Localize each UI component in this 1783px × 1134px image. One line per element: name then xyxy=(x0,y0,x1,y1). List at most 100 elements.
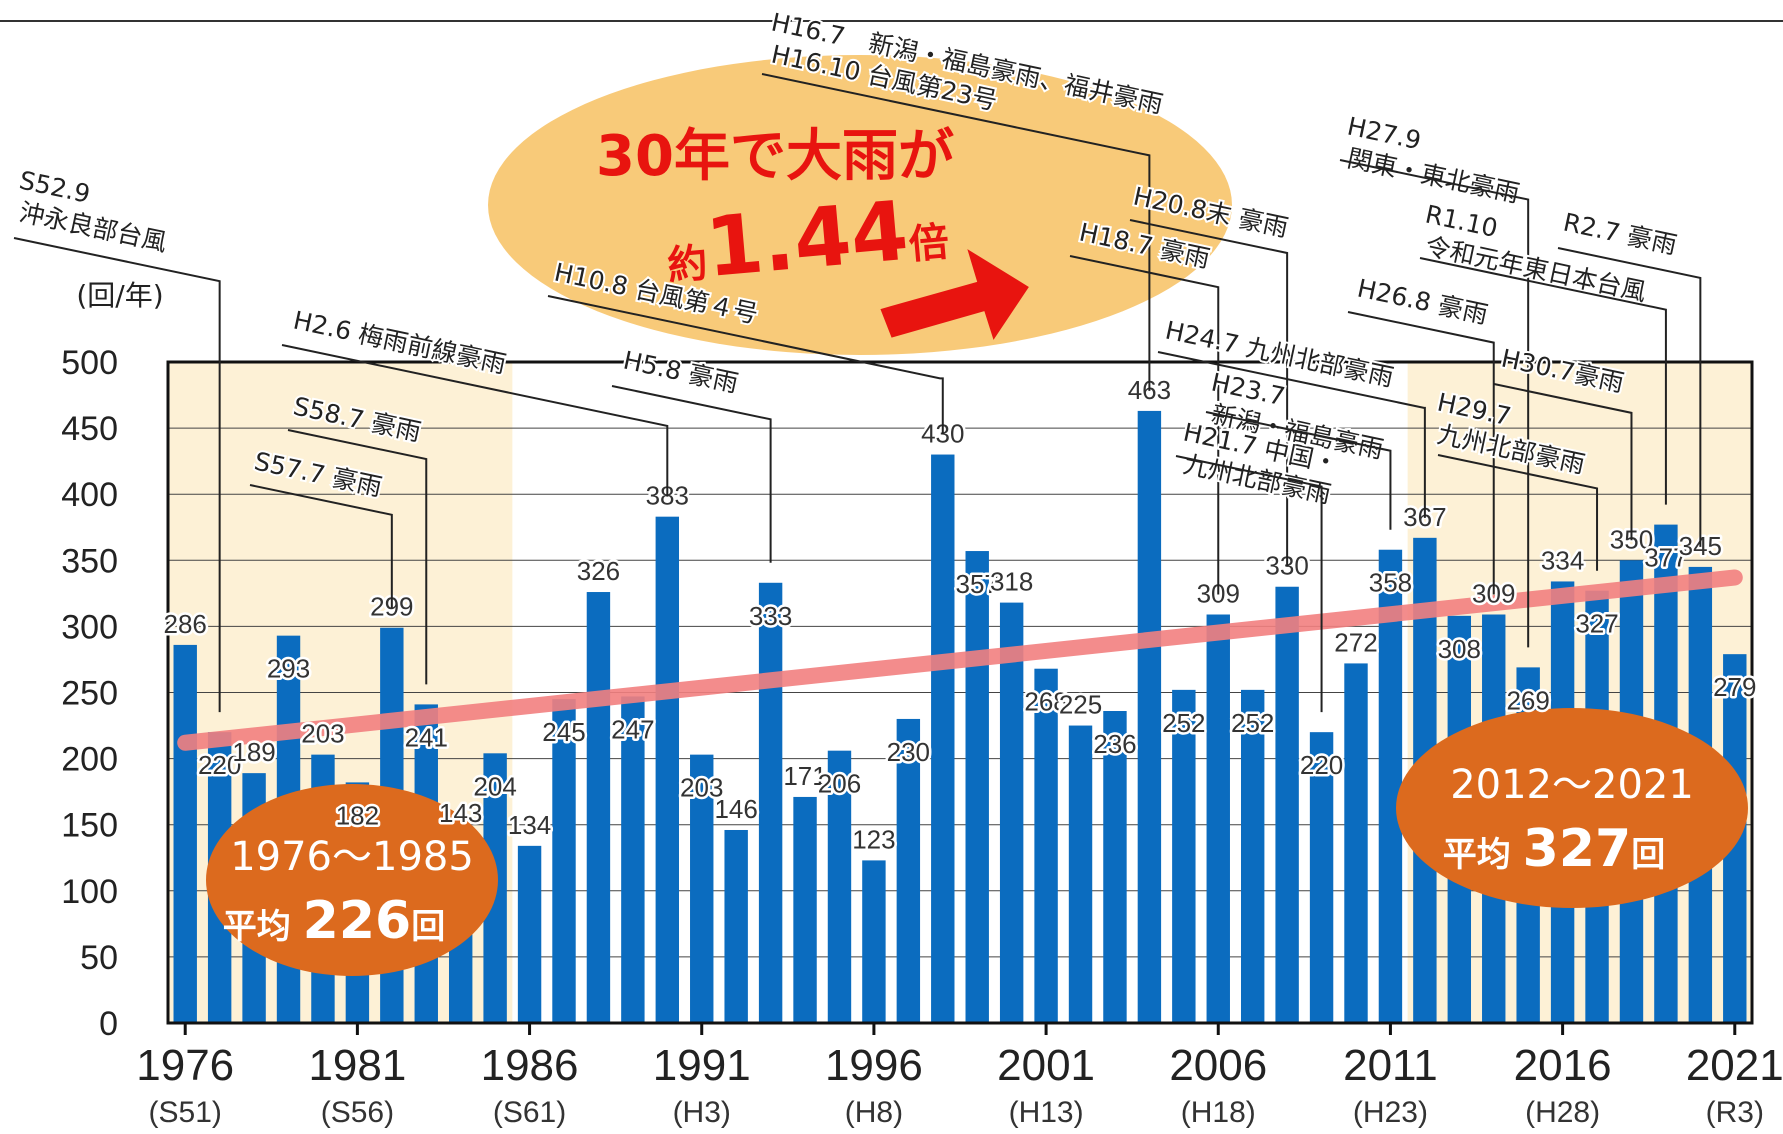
value-label-1999: 357 xyxy=(956,569,999,599)
bar-1988 xyxy=(586,592,611,1023)
event-leader-line xyxy=(1175,455,1323,713)
event-leader-line xyxy=(1437,454,1599,571)
bar-1986 xyxy=(517,845,542,1023)
value-label-1989: 247 xyxy=(611,714,654,744)
bar-1995 xyxy=(827,750,852,1023)
trend-line xyxy=(177,569,1743,751)
bar-1997 xyxy=(896,718,921,1023)
bar-2010 xyxy=(1344,663,1368,1023)
event-leader-line xyxy=(249,484,393,608)
x-tick-era-label: (H28) xyxy=(1525,1096,1600,1129)
average-bubble-2: 2012～2021 平均 327回 xyxy=(1396,708,1748,908)
value-label-2020: 345 xyxy=(1679,531,1722,561)
x-tick-era-label: (S51) xyxy=(149,1096,222,1129)
bar-2000 xyxy=(999,602,1024,1023)
average-period: 1976～1985 xyxy=(230,834,474,880)
x-tick-era-label: (R3) xyxy=(1706,1096,1764,1129)
x-tick-era-label: (H18) xyxy=(1181,1096,1256,1129)
bar-1990 xyxy=(655,516,680,1023)
value-label-1992: 146 xyxy=(714,794,757,824)
y-tick-label: 200 xyxy=(61,741,118,779)
bar-2005 xyxy=(1172,689,1196,1023)
x-tick-label: 2011 xyxy=(1343,1041,1438,1090)
x-tick-era-label: (H23) xyxy=(1353,1096,1428,1129)
event-leader-line xyxy=(547,295,944,435)
event-annotation: H21.7 中国・九州北部豪雨 xyxy=(1175,416,1343,713)
value-label-2002: 225 xyxy=(1059,690,1102,720)
x-tick-label: 1976 xyxy=(136,1041,234,1090)
bar-2002 xyxy=(1068,725,1093,1023)
value-label-2009: 220 xyxy=(1300,750,1343,780)
y-tick-label: 350 xyxy=(61,542,118,580)
value-label-1988: 326 xyxy=(577,556,620,586)
headline-ratio: 約1.44倍 xyxy=(662,180,952,299)
bar-1992 xyxy=(724,829,748,1023)
x-tick-label: 1986 xyxy=(481,1041,579,1090)
y-tick-label: 300 xyxy=(61,608,118,646)
average-bubble-shape xyxy=(1396,708,1748,908)
value-label-2000: 318 xyxy=(990,567,1033,597)
event-leader-line xyxy=(761,73,1151,391)
average-unit: 回 xyxy=(411,907,445,947)
x-tick-era-label: (H13) xyxy=(1009,1096,1084,1129)
x-tick-label: 2001 xyxy=(997,1041,1095,1090)
x-tick-label: 1981 xyxy=(308,1041,406,1090)
bar-1993 xyxy=(758,582,783,1023)
average-label: 平均 xyxy=(223,907,303,947)
average-value: 226 xyxy=(303,891,412,951)
page-header-rule xyxy=(0,0,1783,22)
event-leader-line xyxy=(287,429,428,685)
y-tick-label: 450 xyxy=(61,410,118,448)
headline-suffix: 倍 xyxy=(907,219,951,268)
x-tick-label: 1991 xyxy=(653,1041,751,1090)
bar-1998 xyxy=(931,454,955,1023)
x-tick-label: 2021 xyxy=(1686,1041,1783,1090)
event-label: 関東・東北豪雨 xyxy=(1345,144,1522,209)
event-leader-line xyxy=(1069,255,1220,595)
bar-1996 xyxy=(862,860,886,1023)
y-tick-label: 0 xyxy=(99,1005,118,1043)
value-label-1987: 245 xyxy=(542,717,585,747)
y-tick-label: 250 xyxy=(61,675,118,713)
headline-prefix: 約 xyxy=(666,240,710,289)
value-label-1979: 293 xyxy=(267,654,310,684)
bar-2001 xyxy=(1034,668,1058,1023)
average-bubble-1: 1976～1985 平均 226回 xyxy=(206,784,498,976)
event-leader-line xyxy=(1557,247,1702,547)
event-leader-line xyxy=(1205,411,1392,530)
x-tick-label: 2016 xyxy=(1514,1041,1612,1090)
value-label-1995: 206 xyxy=(818,769,861,799)
average-unit: 回 xyxy=(1631,835,1665,875)
value-label-1996: 123 xyxy=(852,824,895,854)
x-tick-era-label: (H3) xyxy=(673,1096,731,1129)
event-leader-line xyxy=(281,344,669,497)
bar-2009 xyxy=(1309,732,1334,1023)
average-period: 2012～2021 xyxy=(1450,762,1694,808)
value-label-1976: 286 xyxy=(164,609,207,639)
average-value-line: 平均 226回 xyxy=(223,891,445,951)
bar-1991 xyxy=(690,754,714,1023)
event-label: H5.8 豪雨 xyxy=(621,346,741,399)
x-tick-era-label: (H8) xyxy=(845,1096,903,1129)
event-leader-line xyxy=(1157,351,1426,518)
headline-ellipse xyxy=(488,55,1232,355)
plot-frame xyxy=(166,360,1754,1025)
bar-2006 xyxy=(1206,614,1230,1023)
y-tick-label: 150 xyxy=(61,807,118,845)
value-label-1993: 333 xyxy=(749,601,792,631)
bar-1976 xyxy=(173,644,197,1023)
y-tick-label: 100 xyxy=(61,873,118,911)
value-label-2010: 272 xyxy=(1334,627,1377,657)
bar-2008 xyxy=(1275,586,1299,1023)
value-label-1997: 230 xyxy=(887,737,930,767)
y-tick-label: 400 xyxy=(61,476,118,514)
event-leader-line xyxy=(1129,219,1289,567)
event-leader-line xyxy=(1419,257,1667,505)
bar-2011 xyxy=(1378,549,1403,1023)
event-leader-line xyxy=(1339,159,1530,648)
bar-1989 xyxy=(621,696,645,1023)
value-label-2015: 269 xyxy=(1506,685,1549,715)
value-label-1980: 203 xyxy=(301,719,344,749)
